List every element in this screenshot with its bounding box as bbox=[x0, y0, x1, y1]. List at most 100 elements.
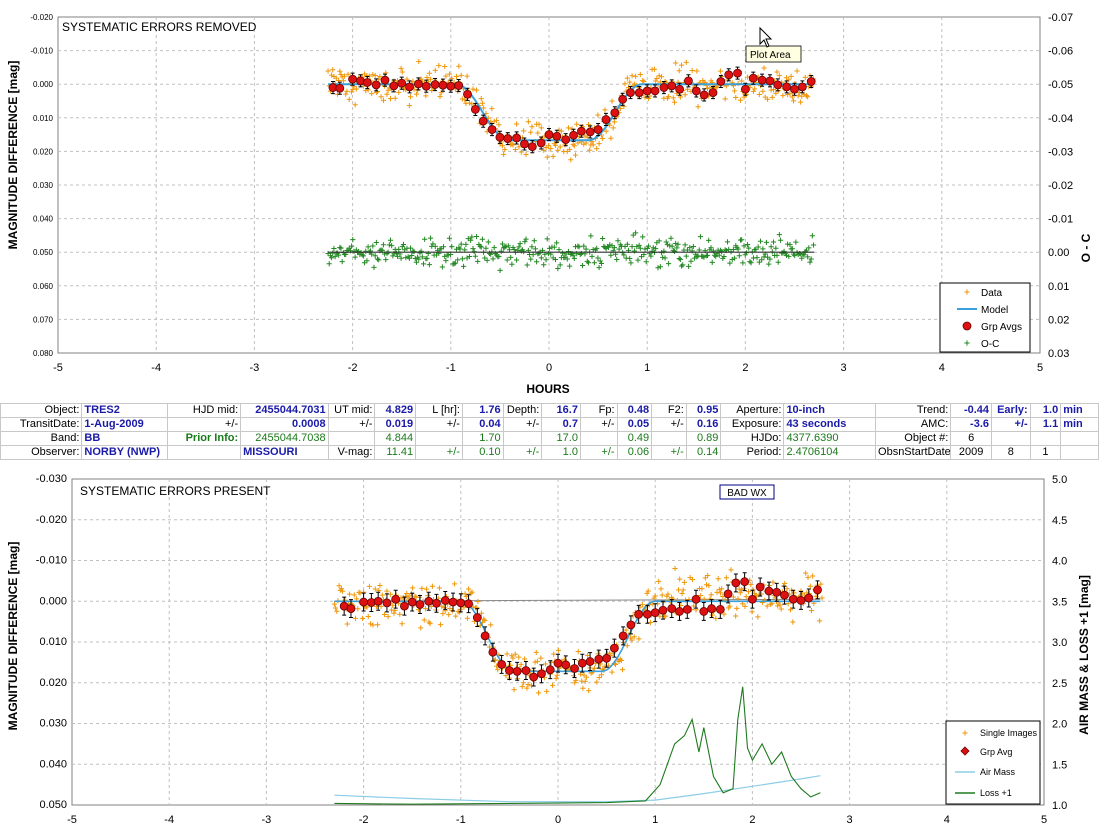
oc-point bbox=[644, 245, 650, 252]
early-label: Early: bbox=[991, 403, 1031, 418]
data-point bbox=[673, 60, 679, 66]
oc-point bbox=[767, 256, 773, 262]
grp-avg-point bbox=[552, 131, 562, 141]
oc-point bbox=[452, 260, 458, 266]
y-tick-label: 0.030 bbox=[33, 181, 54, 190]
oc-point bbox=[420, 261, 427, 267]
oc-point bbox=[457, 246, 463, 252]
data-point bbox=[501, 151, 507, 157]
top-y2-axis-label: O - C bbox=[1079, 233, 1093, 262]
y-tick-label: 0.060 bbox=[33, 282, 54, 291]
legend-single-images-symbol bbox=[962, 730, 968, 736]
data-point bbox=[453, 73, 460, 80]
single-image-point bbox=[446, 611, 452, 618]
plot-area-tooltip: Plot Area bbox=[745, 45, 802, 63]
data-point bbox=[585, 122, 592, 128]
oc-point bbox=[532, 246, 539, 252]
grp-avg-point bbox=[650, 86, 660, 96]
oc-point bbox=[627, 255, 633, 262]
oc-point bbox=[753, 246, 759, 252]
oc-point bbox=[477, 243, 483, 249]
oc-point bbox=[754, 255, 760, 261]
legend-grp-avg-label: Grp Avg bbox=[980, 747, 1012, 757]
grp-avg-point bbox=[707, 604, 716, 613]
oc-point bbox=[403, 255, 409, 261]
bottom-gridlines bbox=[72, 479, 1044, 805]
grp-avg-point bbox=[610, 108, 620, 118]
data-point bbox=[496, 122, 502, 128]
oc-point bbox=[546, 245, 553, 251]
grp-avg-point bbox=[765, 76, 775, 86]
data-point bbox=[325, 68, 331, 74]
single-image-point bbox=[397, 611, 403, 617]
single-image-point bbox=[609, 669, 615, 675]
single-image-point bbox=[423, 586, 430, 592]
oc-point bbox=[744, 241, 751, 248]
data-point bbox=[499, 143, 506, 149]
single-image-point bbox=[675, 587, 682, 593]
data-point bbox=[398, 65, 404, 71]
data-point bbox=[590, 142, 596, 148]
data-point bbox=[684, 86, 691, 92]
data-point bbox=[513, 121, 520, 127]
prior-fp-err-value: 0.06 bbox=[616, 445, 653, 460]
single-image-point bbox=[672, 565, 678, 572]
grp-avg-point bbox=[504, 666, 514, 675]
oc-point bbox=[389, 243, 395, 249]
oc-point bbox=[809, 233, 815, 239]
data-point bbox=[399, 69, 405, 75]
y-tick-label: 0.000 bbox=[33, 80, 54, 89]
single-image-point bbox=[519, 683, 525, 690]
fp-label: Fp: bbox=[579, 403, 618, 418]
oc-point bbox=[615, 238, 621, 244]
oc-point bbox=[686, 263, 692, 269]
grp-avg-point bbox=[382, 598, 392, 608]
bottom-chart: -0.030 -0.020 -0.010 0.000 0.010 0.020 0.030 0.… bbox=[6, 473, 1091, 826]
oc-point bbox=[576, 244, 582, 250]
data-point bbox=[392, 95, 398, 101]
data-point bbox=[416, 58, 422, 65]
data-point bbox=[584, 134, 590, 140]
trend-value: -0.44 bbox=[950, 403, 993, 418]
single-image-point bbox=[714, 589, 720, 595]
data-point bbox=[567, 146, 573, 152]
tooltip-text: Plot Area bbox=[750, 50, 791, 61]
data-point bbox=[774, 69, 780, 75]
oc-point bbox=[706, 237, 712, 243]
single-image-point bbox=[658, 586, 664, 592]
single-image-point bbox=[808, 608, 815, 614]
period-label: Period: bbox=[720, 445, 785, 460]
data-point bbox=[374, 88, 381, 95]
oc-point bbox=[611, 244, 618, 251]
grp-avg-point bbox=[569, 130, 578, 140]
data-point bbox=[396, 89, 402, 96]
single-image-point bbox=[359, 615, 366, 621]
data-point bbox=[369, 90, 375, 97]
single-image-point bbox=[715, 576, 721, 582]
oc-point bbox=[624, 241, 630, 247]
grp-avg-point bbox=[708, 88, 718, 97]
data-point bbox=[552, 142, 559, 148]
oc-point bbox=[806, 245, 812, 251]
oc-point bbox=[648, 253, 654, 259]
oc-point bbox=[805, 254, 811, 260]
single-image-point bbox=[551, 651, 557, 657]
oc-point bbox=[628, 260, 634, 266]
oc-point bbox=[721, 253, 727, 260]
single-image-point bbox=[586, 688, 592, 694]
single-image-point bbox=[555, 647, 561, 653]
oc-point bbox=[757, 238, 764, 244]
x-tick-label: -3 bbox=[262, 814, 272, 826]
oc-point bbox=[534, 259, 540, 265]
single-image-point bbox=[356, 589, 362, 595]
oc-point bbox=[653, 245, 659, 252]
info-cell bbox=[651, 431, 687, 446]
data-point bbox=[341, 73, 348, 79]
x-tick-label: -2 bbox=[348, 362, 358, 374]
data-point bbox=[443, 73, 449, 79]
single-image-point bbox=[775, 603, 781, 609]
oc-point bbox=[479, 236, 486, 242]
grp-avg-point bbox=[359, 597, 369, 607]
data-point bbox=[640, 78, 646, 84]
single-image-point bbox=[631, 634, 637, 640]
